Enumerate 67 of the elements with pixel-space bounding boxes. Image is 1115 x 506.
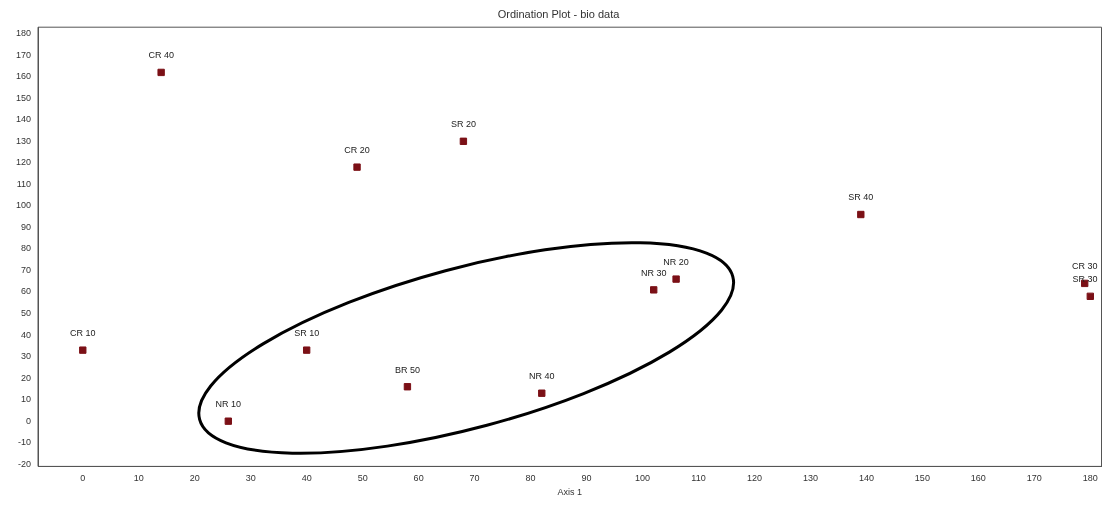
point (302, 346, 311, 354)
y-tick-label: 180 (15, 28, 31, 39)
x-tick-label: 60 (413, 473, 424, 484)
y-tick-label: 70 (20, 264, 31, 275)
point (857, 210, 865, 219)
x-axis-title: Axis 1 (557, 487, 583, 498)
annotation: CR 20 (344, 145, 370, 156)
chart-title: Ordination Plot - bio data (497, 7, 621, 20)
annotation: SR 10 (294, 328, 320, 339)
point (650, 286, 658, 294)
y-tick-label: 20 (20, 372, 31, 383)
y-tick-label: 60 (20, 286, 31, 297)
point (79, 346, 87, 354)
y-tick-label: 50 (20, 308, 31, 319)
x-tick-label: 160 (970, 473, 986, 484)
point (353, 163, 361, 171)
y-tick-label: 80 (20, 243, 31, 254)
x-tick-label: 40 (301, 473, 312, 484)
x-tick-label: 100 (635, 473, 651, 484)
x-tick-label: 170 (1026, 473, 1042, 484)
x-tick-label: 90 (581, 473, 592, 484)
y-tick-label: 120 (15, 157, 31, 168)
annotation: NR 10 (215, 399, 242, 410)
x-tick-label: 120 (746, 473, 762, 484)
y-tick-label: 150 (15, 92, 31, 103)
annotation: SR 40 (848, 192, 874, 203)
x-tick-label: 70 (469, 473, 480, 484)
annotation: CR 40 (148, 50, 174, 61)
y-tick-label: 160 (15, 71, 31, 82)
y-tick-label: -20 (17, 458, 31, 469)
point (459, 137, 468, 145)
y-tick-label: 170 (15, 49, 31, 60)
x-tick-label: 50 (357, 473, 368, 484)
x-tick-label: 10 (133, 473, 144, 484)
x-tick-label: 150 (914, 473, 930, 484)
y-tick-label: 140 (15, 114, 31, 125)
y-tick-label: 110 (16, 178, 31, 189)
x-tick-label: 0 (80, 473, 86, 484)
y-tick-label: 90 (20, 221, 31, 232)
y-tick-label: 0 (25, 415, 31, 426)
x-tick-label: 30 (245, 473, 256, 484)
y-tick-label: 40 (20, 329, 31, 340)
point (224, 417, 232, 425)
y-tick-label: 100 (15, 200, 31, 211)
annotation: SR 20 (450, 119, 476, 130)
point (403, 383, 412, 391)
annotation: BR 50 (394, 364, 420, 375)
x-tick-label: 20 (189, 473, 200, 484)
y-tick-label: 30 (20, 351, 31, 362)
annotation: NR 20 (663, 257, 689, 268)
point (157, 68, 165, 77)
x-tick-label: 110 (691, 473, 706, 484)
annotation: CR 30 (1071, 261, 1098, 272)
annotation: NR 30 (640, 267, 667, 278)
annotation: SR 30 (1072, 274, 1098, 285)
point (672, 275, 680, 283)
point (1086, 292, 1094, 300)
x-tick-label: 140 (858, 473, 874, 484)
annotation: CR 10 (70, 328, 96, 339)
y-tick-label: 10 (20, 394, 31, 405)
x-tick-label: 130 (802, 473, 818, 484)
annotation: NR 40 (529, 371, 555, 382)
y-tick-label: -10 (17, 437, 31, 448)
x-tick-label: 180 (1082, 473, 1098, 484)
y-tick-label: 130 (15, 135, 31, 146)
point (538, 389, 546, 397)
x-tick-label: 80 (525, 473, 536, 484)
